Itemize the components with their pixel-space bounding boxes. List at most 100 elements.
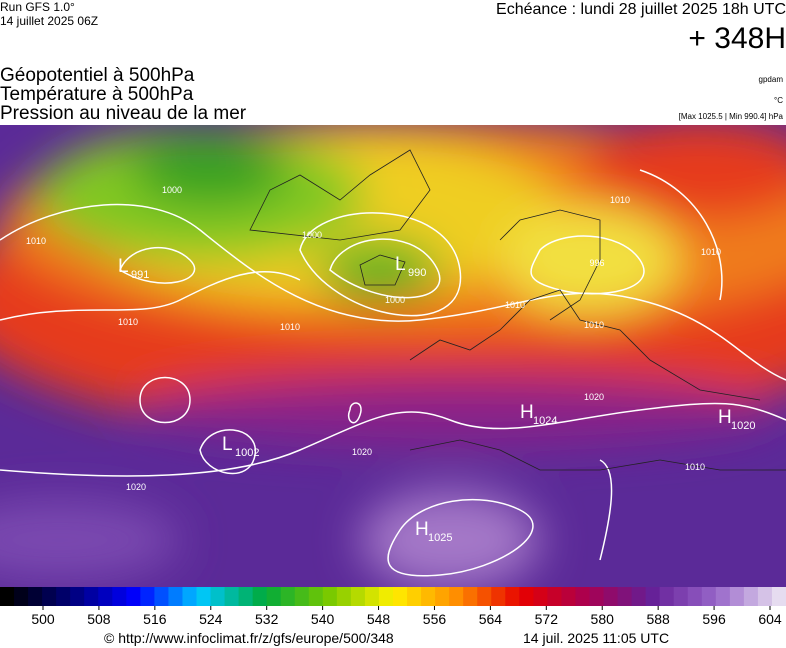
colorbar-cell (631, 587, 647, 606)
colorbar-tick-label: 532 (255, 611, 279, 627)
colorbar-tick-label: 588 (646, 611, 670, 627)
center-pressure: 991 (131, 269, 149, 281)
colorbar-cell (743, 587, 759, 606)
title-temperature: Température à 500hPa (0, 84, 194, 105)
colorbar-cell (252, 587, 268, 606)
colorbar-tick-label: 548 (367, 611, 391, 627)
colorbar-tick-label: 596 (702, 611, 726, 627)
colorbar-cell (533, 587, 548, 606)
colorbar-cell (715, 587, 731, 606)
colorbar-cell (729, 587, 745, 606)
colorbar-cell (0, 587, 15, 606)
colorbar-tick-label: 508 (87, 611, 111, 627)
footer-url: © http://www.infoclimat.fr/z/gfs/europe/… (104, 630, 394, 646)
center-pressure: 1020 (731, 420, 755, 432)
colorbar-cell (350, 587, 366, 606)
colorbar-cell (238, 587, 254, 606)
contour-label: 1010 (610, 195, 630, 205)
colorbar-cell (673, 587, 689, 606)
colorbar-cell (98, 587, 113, 606)
colorbar-cell (14, 587, 29, 606)
pressure-range: [Max 1025.5 | Min 990.4] hPa (679, 112, 784, 121)
colorbar-cell (575, 587, 590, 606)
colorbar-cell (308, 587, 324, 606)
run-date: 14 juillet 2025 06Z (0, 14, 98, 28)
colorbar-cell (266, 587, 282, 606)
colorbar-cell (28, 587, 43, 606)
colorbar-cell (603, 587, 619, 606)
colorbar-cell (112, 587, 127, 606)
colorbar-cell (407, 587, 422, 606)
title-pressure: Pression au niveau de la mer (0, 103, 247, 124)
colorbar-cell (491, 587, 506, 606)
colorbar-tick-label: 524 (199, 611, 223, 627)
contour-label: 1010 (26, 236, 46, 246)
colorbar-cell (617, 587, 633, 606)
contour-label: 1010 (118, 317, 138, 327)
colorbar-cell (224, 587, 240, 606)
center-symbol: H (718, 407, 732, 428)
colorbar-cell (393, 587, 408, 606)
colorbar-cell (771, 587, 786, 606)
colorbar-cell (435, 587, 450, 606)
lead-time: + 348H (688, 22, 786, 55)
colorbar-cell (196, 587, 212, 606)
contour-label: 1010 (505, 300, 525, 310)
colorbar-cell (84, 587, 99, 606)
unit-celsius: °C (774, 96, 783, 105)
colorbar-cell (378, 587, 394, 606)
center-symbol: L (222, 434, 233, 455)
colorbar-cell (701, 587, 717, 606)
colorbar-cell (505, 587, 520, 606)
colorbar-cell (449, 587, 464, 606)
contour-label: 1000 (302, 230, 322, 240)
colorbar-tick-label: 604 (758, 611, 782, 627)
colorbar-cell (280, 587, 296, 606)
colorbar-cell (42, 587, 57, 606)
center-symbol: H (415, 519, 429, 540)
unit-gpdam: gpdam (759, 75, 784, 84)
colorbar-cell (210, 587, 226, 606)
colorbar-cell (336, 587, 352, 606)
center-symbol: H (520, 402, 534, 423)
colorbar-cell (364, 587, 380, 606)
footer-date: 14 juil. 2025 11:05 UTC (523, 630, 669, 646)
contour-label: 1020 (126, 482, 146, 492)
colorbar-cell (561, 587, 576, 606)
colorbar-cell (519, 587, 534, 606)
contour-label: 1010 (584, 320, 604, 330)
colorbar-cell (70, 587, 85, 606)
colorbar-cell (154, 587, 169, 606)
center-symbol: L (395, 254, 406, 275)
center-symbol: L (118, 256, 129, 277)
colorbar-tick-label: 556 (423, 611, 447, 627)
contour-label: 1010 (685, 462, 705, 472)
run-label: Run GFS 1.0° (0, 0, 75, 14)
colorbar-tick-label: 500 (31, 611, 55, 627)
colorbar-cell (56, 587, 71, 606)
colorbar-cell (645, 587, 661, 606)
colorbar-cell (547, 587, 562, 606)
contour-label: 1020 (352, 447, 372, 457)
contour-label: 996 (589, 258, 604, 268)
colorbar-tick-label: 516 (143, 611, 167, 627)
colorbar-cell (126, 587, 141, 606)
colorbar-cell (757, 587, 773, 606)
colorbar-cell (477, 587, 492, 606)
colorbar-tick-label: 540 (311, 611, 335, 627)
colorbar-cell (589, 587, 605, 606)
contour-label: 1000 (385, 295, 405, 305)
colorbar-cell (322, 587, 338, 606)
center-pressure: 1002 (235, 447, 259, 459)
center-pressure: 1024 (533, 415, 557, 427)
colorbar-cell (182, 587, 197, 606)
colorbar-tick-label: 564 (479, 611, 503, 627)
valid-time: Echéance : lundi 28 juillet 2025 18h UTC (496, 1, 786, 18)
contour-label: 1000 (162, 185, 182, 195)
colorbar-cell (421, 587, 436, 606)
center-pressure: 1025 (428, 532, 452, 544)
title-geopotential: Géopotentiel à 500hPa (0, 65, 195, 86)
